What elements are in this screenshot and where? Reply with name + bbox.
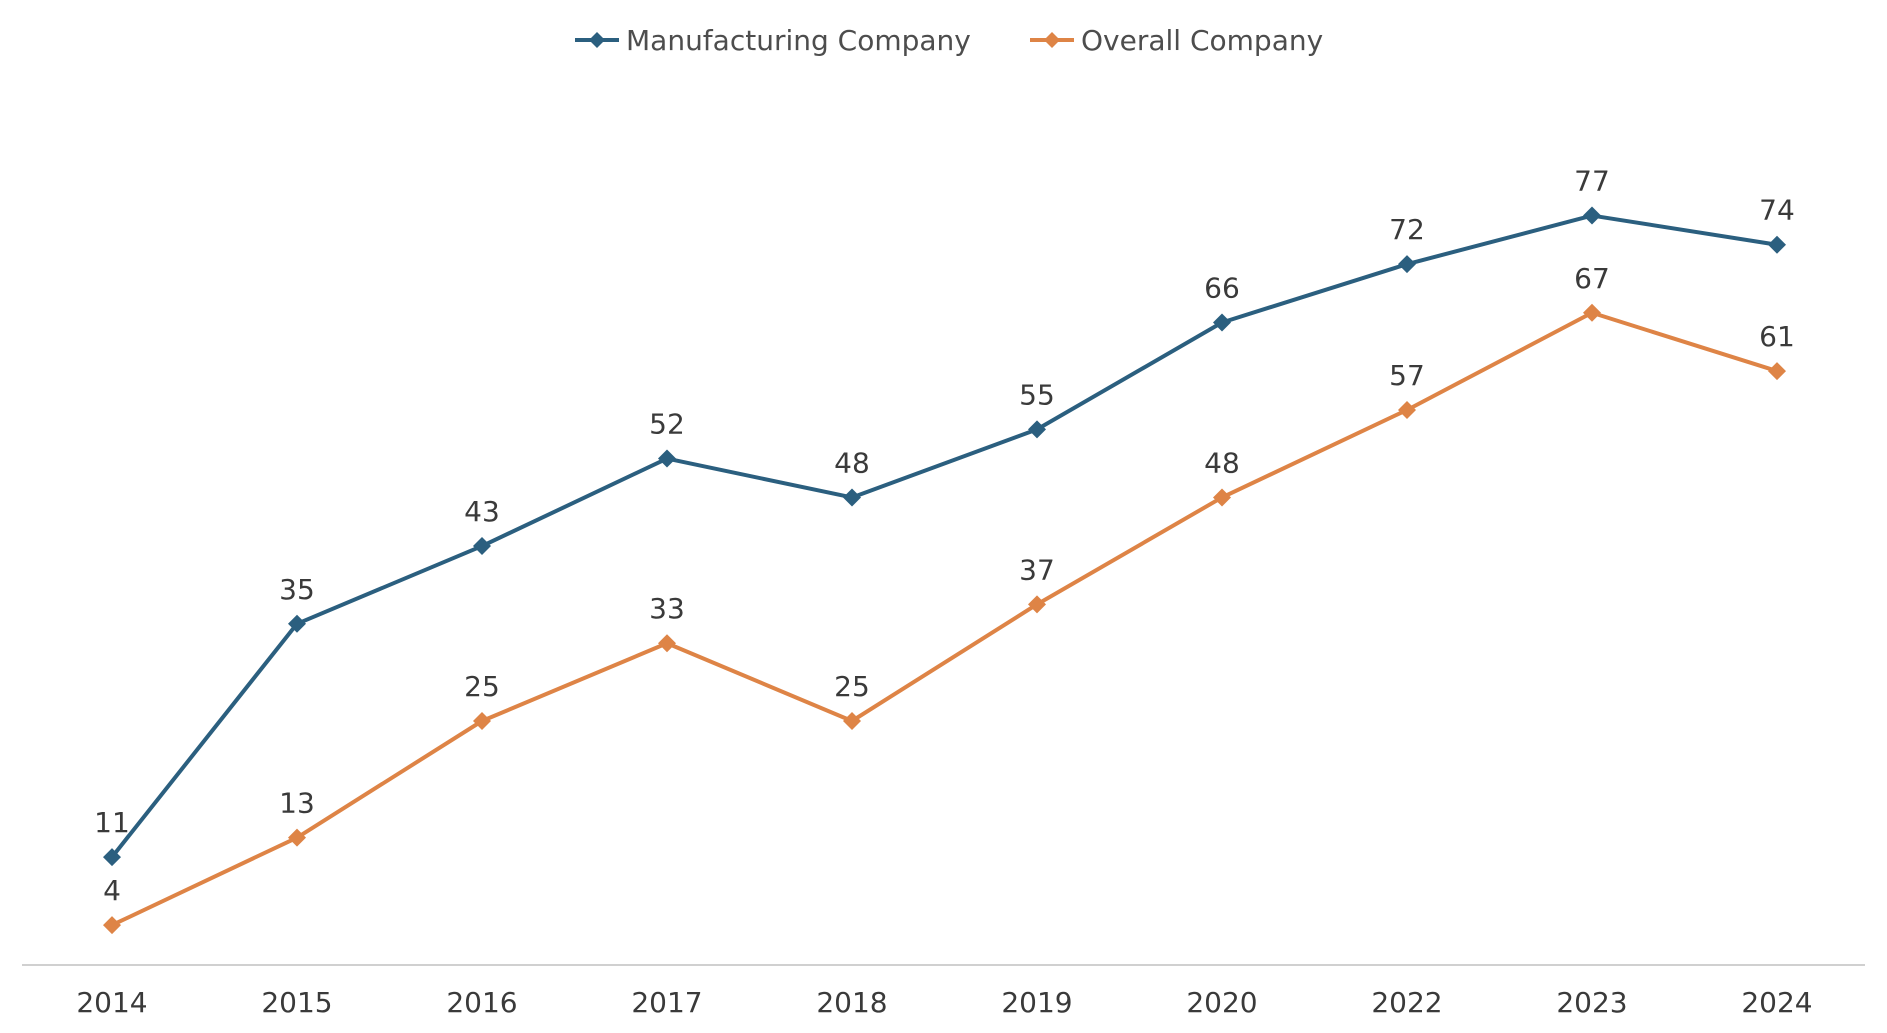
series-0-point-2015 <box>288 614 306 633</box>
series-1-label-2014: 4 <box>103 874 121 907</box>
legend-label-1: Overall Company <box>1081 24 1323 57</box>
series-line-0 <box>110 213 1778 859</box>
legend-marker-1 <box>1044 32 1060 48</box>
series-1-point-2019 <box>1028 595 1046 614</box>
legend: Manufacturing Company Overall Company <box>575 24 1323 57</box>
x-tick-label-2017: 2017 <box>631 986 702 1019</box>
series-0-label-2022: 72 <box>1389 213 1425 246</box>
series-1-point-2020 <box>1213 488 1231 507</box>
legend-label-0: Manufacturing Company <box>626 24 971 57</box>
series-1-point-2018 <box>843 712 861 730</box>
series-1-point-2015 <box>288 828 306 847</box>
series-1-label-2015: 13 <box>279 787 315 820</box>
x-tick-label-2024: 2024 <box>1741 986 1812 1019</box>
x-tick-label-2023: 2023 <box>1556 986 1627 1019</box>
legend-marker-0 <box>589 32 605 48</box>
series-1-label-2023: 67 <box>1574 262 1610 295</box>
series-1-point-2014 <box>103 916 121 935</box>
series-0-label-2018: 48 <box>834 446 870 479</box>
series-0-point-2017 <box>658 449 676 468</box>
series-1-label-2020: 48 <box>1204 446 1240 479</box>
x-tick-label-2020: 2020 <box>1186 986 1257 1019</box>
x-tick-label-2018: 2018 <box>816 986 887 1019</box>
series-line-1 <box>111 310 1778 927</box>
series-layer <box>103 206 1786 935</box>
data-labels-layer: 11 35 43 52 48 55 66 72 77 74 4 13 25 33 25 37 48 57 67 61 <box>94 165 1795 908</box>
x-tick-label-2016: 2016 <box>446 986 517 1019</box>
series-0-label-2023: 77 <box>1574 165 1610 198</box>
series-0-point-2024 <box>1768 235 1786 254</box>
series-0-label-2019: 55 <box>1019 378 1055 411</box>
series-1-point-2023 <box>1583 303 1601 322</box>
series-0-point-2018 <box>843 488 861 507</box>
series-1-label-2016: 25 <box>464 670 500 703</box>
series-1-label-2017: 33 <box>649 592 685 625</box>
series-1-label-2024: 61 <box>1759 320 1795 353</box>
series-1-point-2022 <box>1398 400 1416 419</box>
series-1-label-2018: 25 <box>834 670 870 703</box>
x-tick-label-2014: 2014 <box>76 986 147 1019</box>
series-1-label-2019: 37 <box>1019 553 1055 586</box>
series-0-point-2019 <box>1028 420 1046 439</box>
x-tick-label-2022: 2022 <box>1371 986 1442 1019</box>
x-tick-label-2019: 2019 <box>1001 986 1072 1019</box>
series-0-label-2015: 35 <box>279 573 315 606</box>
series-0-label-2020: 66 <box>1204 271 1240 304</box>
x-axis-ticks: 2014 2015 2016 2017 2018 2019 2020 2022 2023 2024 <box>76 986 1812 1019</box>
legend-item-0: Manufacturing Company <box>575 24 971 57</box>
series-0-point-2022 <box>1398 255 1416 274</box>
series-1-label-2022: 57 <box>1389 359 1425 392</box>
series-1-point-2024 <box>1768 362 1786 381</box>
series-0-point-2016 <box>473 537 491 556</box>
series-0-label-2017: 52 <box>649 408 685 441</box>
series-1-point-2016 <box>473 712 491 730</box>
series-0-label-2024: 74 <box>1759 194 1795 227</box>
series-0-point-2023 <box>1583 206 1601 225</box>
series-0-point-2020 <box>1213 313 1231 332</box>
series-1-point-2017 <box>658 634 676 653</box>
legend-item-1: Overall Company <box>1030 24 1323 57</box>
series-0-label-2016: 43 <box>464 495 500 528</box>
series-0-label-2014: 11 <box>94 806 130 839</box>
x-tick-label-2015: 2015 <box>261 986 332 1019</box>
series-0-point-2014 <box>103 848 121 867</box>
